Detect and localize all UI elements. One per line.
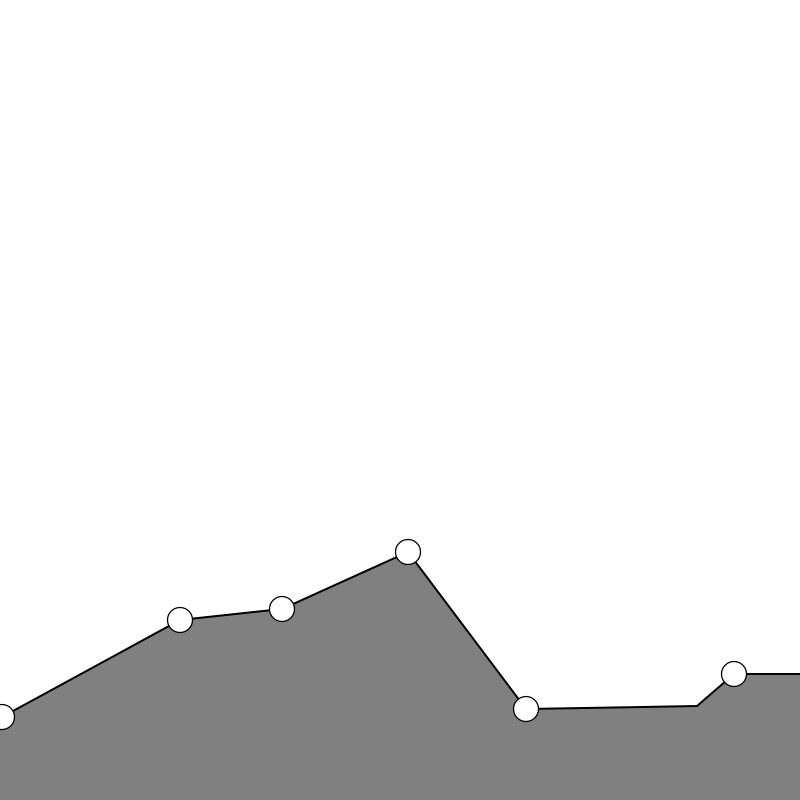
- data-point-marker: [512, 695, 540, 723]
- marker-layer: [0, 538, 748, 731]
- area-layer: [0, 552, 800, 800]
- data-point-marker: [268, 595, 296, 623]
- data-point-marker: [720, 660, 748, 688]
- area-fill: [0, 552, 800, 800]
- data-point-marker: [166, 606, 194, 634]
- data-point-marker: [0, 703, 16, 731]
- data-point-marker: [394, 538, 422, 566]
